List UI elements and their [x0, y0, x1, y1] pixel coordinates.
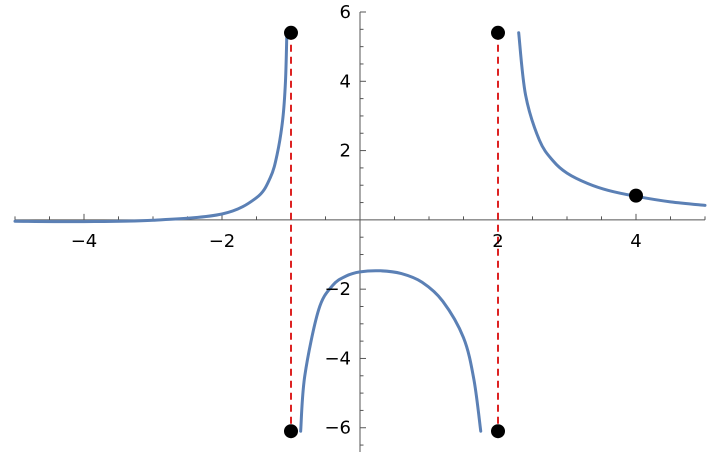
data-point	[284, 25, 298, 40]
curve-segment	[299, 269, 483, 433]
data-point	[491, 424, 505, 439]
x-tick-label: −4	[71, 231, 98, 252]
y-tick-label: −6	[324, 418, 351, 439]
axes	[14, 11, 706, 452]
x-tick-label: −2	[209, 231, 236, 252]
data-point	[491, 25, 505, 40]
curve-segment	[13, 31, 289, 224]
curve-segment	[517, 31, 707, 207]
data-point	[629, 188, 643, 203]
y-tick-label: 2	[340, 141, 351, 162]
asymptote-lines	[290, 32, 499, 432]
y-tick-label: −2	[324, 279, 351, 300]
tick-labels: −4 −2 2 4 6 4 2 −2 −4 −6	[71, 2, 642, 439]
y-tick-label: 6	[340, 2, 351, 23]
data-point	[284, 424, 298, 439]
x-tick-label: 4	[630, 231, 641, 252]
y-tick-label: 4	[340, 71, 351, 92]
y-tick-label: −4	[324, 348, 351, 369]
x-tick-label: 2	[492, 231, 503, 252]
marked-points	[284, 25, 643, 439]
curve-series	[13, 31, 707, 433]
